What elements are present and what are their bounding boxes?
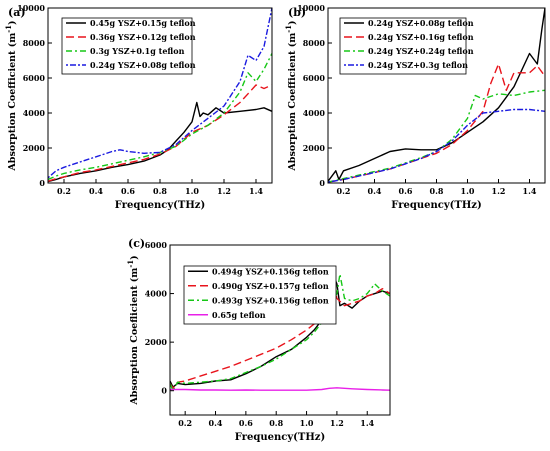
x-tick-label: 1.0	[300, 418, 314, 428]
series-line-1	[328, 8, 545, 182]
y-tick-label: 0	[161, 386, 167, 396]
x-tick-label: 1.0	[461, 186, 475, 196]
y-tick-label: 0	[39, 178, 45, 188]
y-tick-label: 4000	[303, 108, 326, 118]
plot-frame	[169, 244, 391, 416]
y-tick-label: 10000	[297, 3, 325, 13]
x-axis-label: Frequency(THz)	[391, 200, 481, 211]
legend-entry: 0.494g YSZ+0.156g teflon	[212, 266, 329, 276]
legend-entry: 0.24g YSZ+0.08g teflon	[368, 18, 474, 28]
y-tick-label: 6000	[23, 73, 46, 83]
chart-panel-1: (a) 0.2 0.4 0.6 0.8 1.0 1.2 1.4 0 2000 4000 6000 800…	[4, 3, 273, 211]
legend-entry: 0.493g YSZ+0.156g teflon	[212, 295, 329, 305]
y-axis-label: Absorption Coefficient (m-1)	[284, 20, 298, 171]
x-tick-label: 0.4	[368, 186, 382, 196]
x-tick-label: 0.6	[121, 186, 135, 196]
y-tick-label: 6000	[303, 73, 326, 83]
panel-label: (a)	[8, 6, 26, 19]
legend-entry: 0.65g teflon	[212, 310, 266, 320]
y-axis-label: Absorption Coeflicient (m-1)	[126, 255, 140, 405]
x-tick-label: 0.4	[89, 186, 103, 196]
y-tick-label: 2000	[23, 143, 46, 153]
panel-label: (c)	[128, 237, 145, 250]
x-tick-label: 1.2	[492, 186, 506, 196]
series-group	[170, 273, 390, 392]
x-tick-label: 1.0	[185, 186, 199, 196]
y-tick-label: 8000	[303, 38, 326, 48]
series-line-3	[328, 89, 545, 183]
x-tick-label: 0.2	[57, 186, 71, 196]
series-line-1	[48, 101, 272, 183]
series-line-4	[328, 108, 545, 183]
legend: 0.494g YSZ+0.156g teflon 0.490g YSZ+0.157…	[183, 265, 337, 325]
y-tick-label: 8000	[23, 38, 46, 48]
y-axis-label: Absorption Coefficient (m-1)	[4, 20, 18, 171]
y-tick-label: 2000	[145, 337, 168, 347]
x-tick-label: 0.6	[239, 418, 253, 428]
x-axis-label: Frequency(THz)	[235, 432, 325, 443]
series-group	[48, 8, 272, 183]
x-tick-label: 1.2	[217, 186, 231, 196]
y-tick-label: 10000	[17, 3, 45, 13]
legend-entry: 0.490g YSZ+0.157g teflon	[212, 281, 329, 291]
x-tick-label: 0.2	[178, 418, 192, 428]
x-axis-label: Frequency(THz)	[115, 200, 205, 211]
y-tick-label: 4000	[145, 289, 168, 299]
x-tick-label: 0.8	[269, 418, 283, 428]
x-tick-label: 1.4	[249, 186, 263, 196]
series-line-3	[170, 273, 390, 392]
y-tick-label: 2000	[303, 143, 326, 153]
series-group	[328, 8, 545, 183]
legend-box	[183, 265, 337, 325]
legend-entry: 0.3g YSZ+0.1g teflon	[90, 46, 185, 56]
series-line-2	[48, 84, 272, 182]
legend-entry: 0.24g YSZ+0.3g teflon	[368, 60, 468, 70]
series-line-3	[48, 53, 272, 181]
x-tick-label: 1.4	[523, 186, 537, 196]
legend: 0.24g YSZ+0.08g teflon 0.24g YSZ+0.16g te…	[339, 17, 474, 75]
chart-panel-3: (c) 0.2 0.4 0.6 0.8 1.0 1.2 1.4 0 2000 4000 6000 Fre…	[126, 237, 391, 443]
x-tick-label: 0.8	[430, 186, 444, 196]
x-tick-label: 0.4	[209, 418, 223, 428]
panel-label: (b)	[288, 6, 306, 19]
x-tick-label: 0.6	[399, 186, 413, 196]
series-line-4	[48, 8, 272, 179]
legend: 0.45g YSZ+0.15g teflon 0.36g YSZ+0.12g te…	[61, 17, 196, 75]
y-tick-label: 4000	[23, 108, 46, 118]
y-tick-label: 6000	[145, 240, 168, 250]
x-tick-label: 0.8	[153, 186, 167, 196]
legend-entry: 0.45g YSZ+0.15g teflon	[90, 18, 196, 28]
series-line-2	[170, 273, 390, 389]
legend-entry: 0.24g YSZ+0.08g teflon	[90, 60, 196, 70]
legend-entry: 0.24g YSZ+0.16g teflon	[368, 32, 474, 42]
legend-entry: 0.24g YSZ+0.24g teflon	[368, 46, 474, 56]
x-tick-label: 0.2	[337, 186, 351, 196]
y-tick-label: 0	[319, 178, 325, 188]
legend-entry: 0.36g YSZ+0.12g teflon	[90, 32, 196, 42]
x-tick-label: 1.4	[360, 418, 374, 428]
x-tick-label: 1.2	[330, 418, 344, 428]
series-line-4	[170, 387, 390, 391]
chart-panel-2: (b) 0.2 0.4 0.6 0.8 1.0 1.2 1.4 0 2000 4000 6000 800…	[284, 3, 546, 211]
